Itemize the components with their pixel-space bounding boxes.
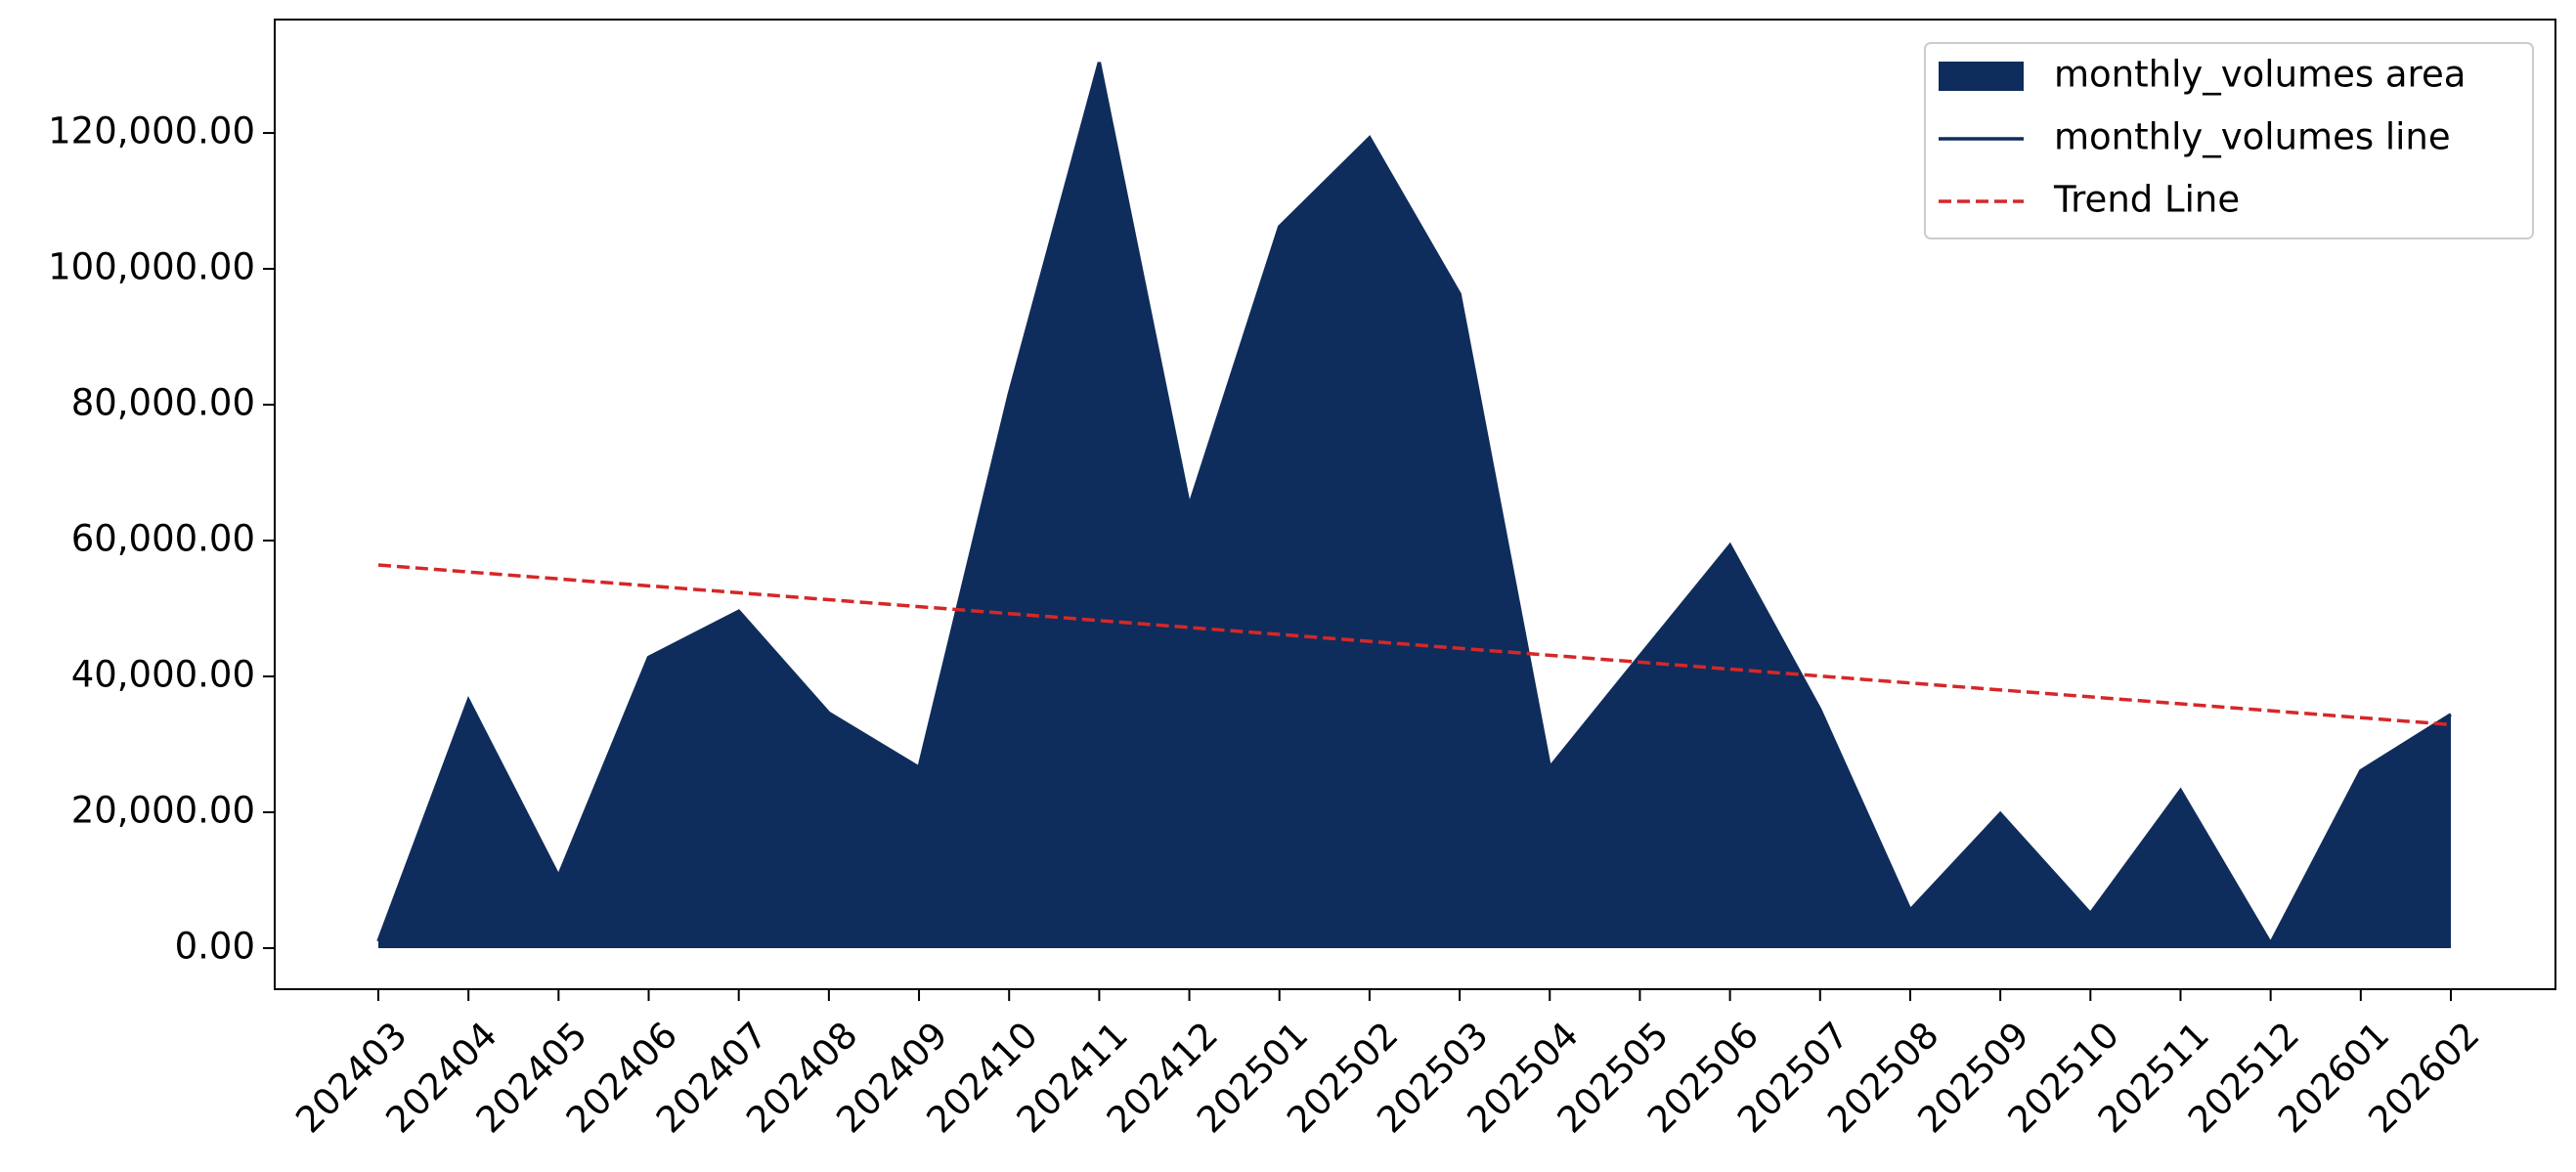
legend-label: monthly_volumes line [2054,116,2451,158]
area [378,62,2451,948]
y-tick-label: 60,000.00 [71,518,255,560]
legend-label: Trend Line [2053,179,2240,221]
trend-line [377,563,2452,727]
line [376,62,2452,947]
y-tick-label: 20,000.00 [71,789,255,831]
legend-box [1924,42,2534,239]
y-tick-label: 100,000.00 [48,246,255,288]
plot-frame [274,19,2556,990]
legend-label: monthly_volumes area [2054,54,2466,96]
y-tick-label: 120,000.00 [48,110,255,152]
y-tick-label: 80,000.00 [71,382,255,424]
y-tick-label: 40,000.00 [71,653,255,695]
y-tick-label: 0.00 [175,925,255,967]
legend-swatch [1939,62,2024,91]
